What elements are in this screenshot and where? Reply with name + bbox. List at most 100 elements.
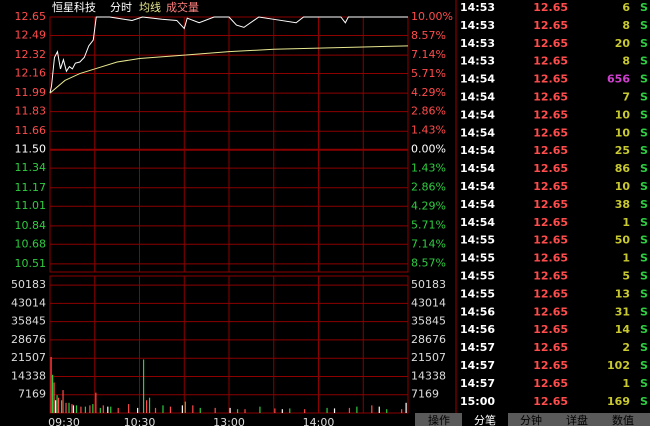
trade-volume: 656 (607, 73, 630, 86)
trade-time: 14:55 (460, 270, 495, 283)
trade-flag: S (640, 287, 648, 300)
y-tick-label: 12.49 (15, 28, 47, 41)
trade-flag: S (640, 180, 648, 193)
tab[interactable]: 数值 (612, 414, 634, 426)
volume-bar (371, 405, 373, 413)
y-tick-label: 35845 (11, 315, 46, 328)
trade-flag: S (640, 1, 648, 14)
trade-volume: 5 (622, 270, 630, 283)
y-tick-label: 10.68 (15, 237, 47, 250)
volume-bar (401, 409, 403, 413)
y2-tick-label: 1.43% (411, 124, 446, 137)
trade-flag: S (640, 108, 648, 121)
plot-frame (49, 275, 409, 414)
volume-bar (348, 407, 351, 413)
volume-bar (50, 356, 52, 413)
trade-volume: 50 (615, 234, 631, 247)
volume-bar (53, 382, 55, 413)
trade-flag: S (640, 234, 648, 247)
trade-price: 12.65 (533, 73, 568, 86)
volume-bar (95, 392, 97, 413)
trade-price: 12.65 (533, 126, 568, 139)
volume-bar (107, 406, 109, 413)
x-tick-label: 10:30 (124, 416, 156, 426)
trade-time: 14:57 (460, 377, 495, 390)
volume-bar (378, 406, 380, 413)
trade-price: 12.65 (533, 37, 568, 50)
y-tick-label: 11.66 (15, 124, 47, 137)
volume-bar (326, 407, 328, 413)
trade-price: 12.65 (533, 252, 568, 265)
tab[interactable]: 分笔 (474, 413, 496, 426)
y-tick-label: 11.99 (15, 86, 47, 99)
volume-bar (386, 409, 388, 413)
volume-bar (169, 406, 172, 413)
tab[interactable]: 分钟 (520, 413, 542, 426)
trade-volume: 8 (622, 19, 630, 32)
y2-tick-label: 4.29% (411, 86, 446, 99)
y-tick-label: 11.50 (15, 143, 47, 156)
y-tick-label: 28676 (11, 333, 46, 346)
tab[interactable]: 操作 (428, 413, 450, 426)
trade-volume: 1 (622, 216, 630, 229)
trade-flag: S (640, 305, 648, 318)
x-tick-label: 14:00 (303, 416, 335, 426)
y-tick-label: 14338 (11, 369, 46, 382)
volume-bar (289, 408, 291, 413)
trade-volume: 86 (615, 162, 631, 175)
volume-bar (229, 407, 231, 413)
volume-bar (80, 406, 82, 413)
y-tick-label: 12.16 (15, 67, 47, 80)
volume-bar (60, 400, 63, 413)
trade-flag: S (640, 252, 648, 265)
volume-bar (137, 407, 139, 413)
trade-flag: S (640, 126, 648, 139)
trade-flag: S (640, 73, 648, 86)
trade-price: 12.65 (533, 395, 568, 408)
trade-time: 14:55 (460, 252, 495, 265)
tab[interactable]: 详盘 (566, 413, 588, 426)
volume-bar (154, 407, 157, 413)
y-tick-label: 10.84 (15, 219, 47, 232)
volume-bar (117, 407, 119, 413)
volume-bar (72, 405, 75, 413)
volume-bar (148, 397, 151, 413)
trade-time: 14:56 (460, 323, 495, 336)
trade-time: 14:53 (460, 37, 495, 50)
trade-time: 14:54 (460, 144, 495, 157)
stock-name: 恒星科技 (52, 0, 96, 14)
trade-price: 12.65 (533, 144, 568, 157)
trade-time: 14:57 (460, 359, 495, 372)
y-tick-label: 21507 (11, 351, 46, 364)
trade-price: 12.65 (533, 287, 568, 300)
trade-price: 12.65 (533, 55, 568, 68)
trade-volume: 14 (615, 323, 631, 336)
y2-tick-label: 1.43% (411, 162, 446, 175)
volume-bar (65, 402, 67, 413)
trade-price: 12.65 (533, 19, 568, 32)
trade-flag: S (640, 198, 648, 211)
trade-volume: 8 (622, 55, 630, 68)
trade-volume: 7 (622, 91, 630, 104)
y2-tick-label: 8.57% (411, 29, 446, 42)
trade-price: 12.65 (533, 1, 568, 14)
y2-tick-label: 35845 (411, 315, 446, 328)
volume-bar (51, 374, 54, 413)
y-tick-label: 11.83 (15, 105, 47, 118)
trade-time: 14:54 (460, 73, 495, 86)
y2-tick-label: 21507 (411, 351, 446, 364)
trade-time: 14:53 (460, 19, 495, 32)
volume-bar (356, 406, 358, 413)
trade-volume: 31 (615, 305, 630, 318)
trade-price: 12.65 (533, 270, 568, 283)
price-line (49, 45, 409, 94)
trade-flag: S (640, 270, 648, 283)
trade-flag: S (640, 91, 648, 104)
trade-flag: S (640, 55, 648, 68)
volume-bar (56, 395, 58, 413)
trade-volume: 13 (615, 287, 630, 300)
volume-bar (259, 406, 261, 413)
y2-tick-label: 7.14% (411, 48, 446, 61)
y2-tick-label: 28676 (411, 333, 446, 346)
y2-tick-label: 8.57% (411, 256, 446, 269)
